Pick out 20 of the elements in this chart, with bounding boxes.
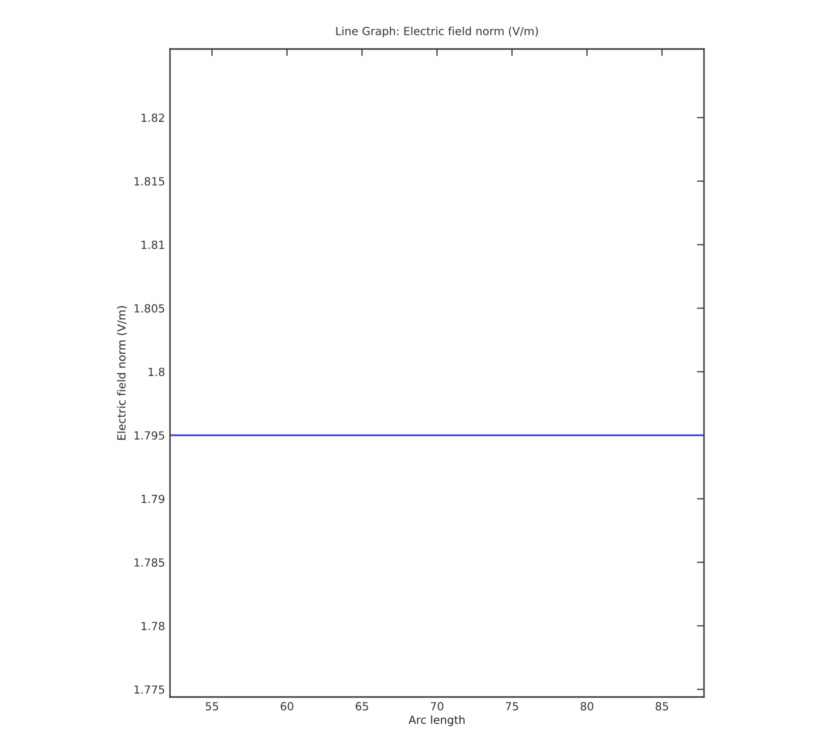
- y-tick-label: 1.815: [134, 177, 164, 186]
- y-tick-label: 1.775: [134, 685, 164, 694]
- y-tick-label: 1.79: [142, 494, 164, 504]
- x-tick-label: 80: [580, 702, 594, 710]
- x-tick-label: 65: [356, 702, 368, 710]
- y-tick-label: 1.78: [142, 622, 164, 630]
- y-tick-label: 1.82: [142, 114, 164, 122]
- y-tick-label: 1.81: [142, 240, 164, 250]
- x-tick-label: 70: [430, 702, 444, 710]
- y-tick-label: 1.805: [134, 304, 164, 313]
- chart-title: Line Graph: Electric field norm (V/m): [336, 26, 538, 38]
- y-tick-label: 1.785: [134, 558, 164, 567]
- y-tick-label: 1.795: [134, 431, 164, 440]
- x-axis-title: Arc length: [408, 715, 465, 726]
- x-tick-label: 75: [506, 702, 518, 710]
- x-tick-label: 60: [280, 702, 294, 710]
- x-tick-label: 55: [206, 702, 218, 710]
- y-axis-title: Electric field norm (V/m): [117, 306, 127, 440]
- y-tick-label: 1.8: [148, 368, 164, 376]
- x-tick-label: 85: [656, 702, 668, 710]
